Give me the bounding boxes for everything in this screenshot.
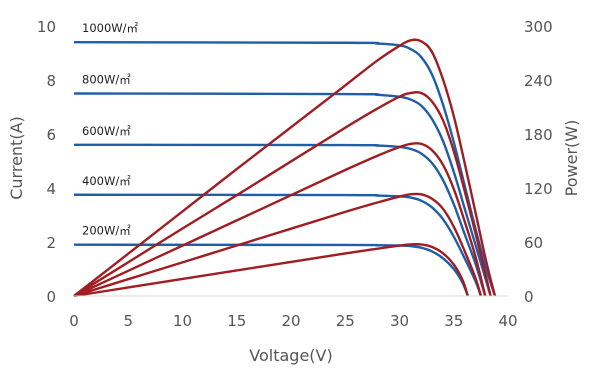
- plot-area: [73, 38, 497, 298]
- irradiance-label: 1000W/㎡: [82, 21, 139, 35]
- power-curve-1: [73, 38, 497, 297]
- y-left-tick-label: 6: [46, 126, 56, 144]
- y-right-tick-label: 0: [524, 288, 534, 306]
- x-tick-label: 10: [173, 312, 192, 330]
- y-left-tick-label: 10: [37, 18, 56, 36]
- irradiance-labels: 1000W/㎡ 800W/㎡ 600W/㎡ 400W/㎡ 200W/㎡: [82, 21, 139, 238]
- power-curve-3: [73, 142, 487, 298]
- x-tick-label: 25: [336, 312, 355, 330]
- current-curve-5: [73, 243, 469, 297]
- x-tick-label: 20: [281, 312, 300, 330]
- x-axis-title: Voltage(V): [249, 346, 332, 365]
- power-curve-4: [73, 192, 483, 298]
- y-left-tick-label: 0: [46, 288, 56, 306]
- irradiance-label: 400W/㎡: [82, 174, 131, 188]
- x-tick-label: 35: [444, 312, 463, 330]
- y-left-tick-label: 4: [46, 180, 56, 198]
- power-curve-5: [73, 242, 469, 298]
- current-curve-2: [73, 92, 492, 297]
- y-right-tick-label: 300: [524, 18, 553, 36]
- y-left-tick-label: 2: [46, 234, 56, 252]
- current-curve-4: [73, 193, 483, 297]
- x-tick-label: 30: [390, 312, 409, 330]
- irradiance-label: 800W/㎡: [82, 73, 131, 87]
- y-right-tick-label: 180: [524, 126, 553, 144]
- y-left-tick-label: 8: [46, 72, 56, 90]
- x-tick-label: 15: [227, 312, 246, 330]
- current-curve-3: [73, 143, 487, 297]
- y-left-axis: 0 2 4 6 8 10: [37, 18, 56, 306]
- x-tick-label: 5: [123, 312, 133, 330]
- y-right-tick-label: 240: [524, 72, 553, 90]
- x-tick-label: 0: [69, 312, 79, 330]
- irradiance-label: 600W/㎡: [82, 124, 131, 138]
- power-curve-2: [73, 91, 492, 298]
- y-right-axis-title: Power(W): [562, 120, 581, 197]
- y-right-axis: 0 60 120 180 240 300: [524, 18, 553, 306]
- x-axis: 0 5 10 15 20 25 30 35 40: [69, 295, 518, 330]
- y-right-tick-label: 120: [524, 180, 553, 198]
- y-left-axis-title: Current(A): [7, 116, 26, 200]
- y-right-tick-label: 60: [524, 234, 543, 252]
- irradiance-label: 200W/㎡: [82, 224, 131, 238]
- x-tick-label: 40: [498, 312, 517, 330]
